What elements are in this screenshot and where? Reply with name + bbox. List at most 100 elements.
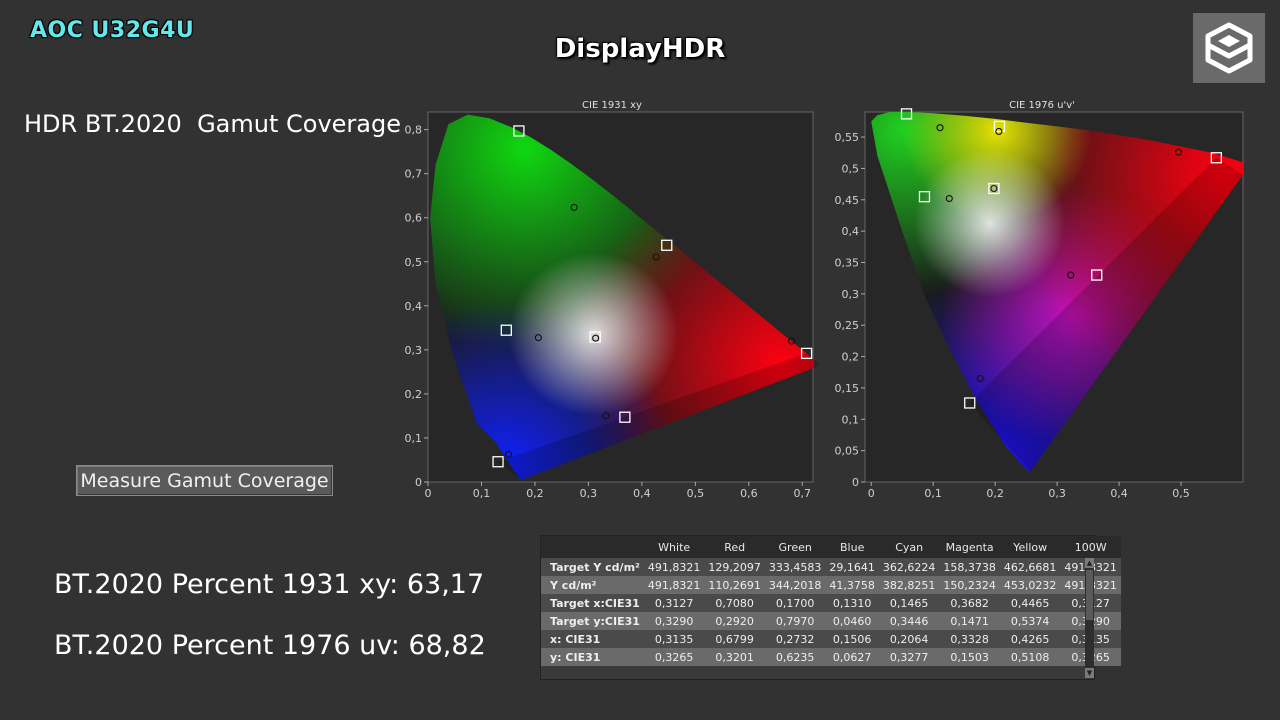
table-cell: 453,0232 — [999, 576, 1061, 594]
target-marker — [619, 411, 631, 423]
table-cell: 0,2732 — [764, 630, 826, 648]
y-tick-label: 0,25 — [835, 319, 860, 332]
y-tick-label: 0 — [415, 476, 422, 489]
measured-point — [592, 334, 600, 342]
measure-gamut-coverage-button[interactable]: Measure Gamut Coverage — [76, 465, 333, 496]
target-marker — [513, 125, 525, 137]
measured-point — [936, 124, 944, 132]
measured-point — [504, 450, 513, 458]
y-tick-label: 0,4 — [405, 300, 423, 313]
column-header: Cyan — [878, 536, 940, 558]
percent-1976-readout: BT.2020 Percent 1976 uv: 68,82 — [54, 630, 486, 661]
target-marker — [964, 397, 976, 409]
table-cell: 0,3265 — [643, 648, 705, 666]
table-cell: 41,3758 — [825, 576, 879, 594]
table-cell: 344,2018 — [764, 576, 826, 594]
measurement-table: White Red Green Blue Cyan Magenta Yellow 100W T… — [540, 535, 1121, 680]
table-row: x: CIE31 0,3135 0,6799 0,2732 0,1506 0,2064 0,… — [541, 630, 1121, 648]
table-cell: 0,6799 — [704, 630, 765, 648]
measured-point — [570, 203, 578, 211]
table-cell: 110,2691 — [704, 576, 765, 594]
chart-title: CIE 1976 u'v' — [1009, 100, 1075, 111]
measured-point — [602, 412, 610, 420]
target-marker — [1210, 152, 1223, 164]
measured-point — [652, 253, 660, 261]
column-header: Yellow — [999, 536, 1061, 558]
y-tick-label: 0,3 — [405, 344, 423, 357]
table-cell: 0,1506 — [825, 630, 879, 648]
table-scrollbar[interactable]: ▲ ▼ — [1085, 558, 1094, 678]
y-tick-label: 0,5 — [842, 162, 860, 175]
table-cell: 0,3201 — [704, 648, 765, 666]
measured-point — [1067, 271, 1075, 279]
y-tick-label: 0,35 — [835, 257, 860, 270]
table-cell: 462,6681 — [999, 558, 1061, 576]
y-tick-label: 0,7 — [405, 168, 423, 181]
table-cell: 158,3738 — [939, 558, 1000, 576]
table-cell: 0,7080 — [704, 594, 765, 612]
table-cell: 0,4265 — [999, 630, 1061, 648]
target-marker — [500, 324, 512, 336]
table-cell: 362,6224 — [878, 558, 940, 576]
column-header: White — [643, 536, 705, 558]
cube-logo-icon — [1193, 13, 1265, 83]
x-tick-label: 0,5 — [687, 487, 705, 500]
target-marker — [589, 331, 601, 343]
row-label: Target y:CIE31 — [541, 612, 644, 630]
chart-title: CIE 1931 xy — [582, 100, 642, 111]
target-marker — [988, 182, 1000, 195]
y-tick-label: 0,45 — [835, 194, 860, 207]
table-cell: 382,8251 — [878, 576, 940, 594]
measured-point — [995, 127, 1003, 135]
table-cell: 0,4465 — [999, 594, 1061, 612]
table-cell: 0,1310 — [825, 594, 879, 612]
scroll-up-arrow-icon[interactable]: ▲ — [1085, 558, 1094, 568]
x-tick-label: 0,1 — [473, 487, 491, 500]
measured-point — [976, 374, 984, 383]
table-cell: 0,3135 — [643, 630, 705, 648]
table-cell: 0,3682 — [939, 594, 1000, 612]
x-tick-label: 0 — [868, 487, 875, 500]
row-label: x: CIE31 — [541, 630, 644, 648]
measured-point — [945, 194, 953, 203]
gamut-shade — [969, 157, 1243, 472]
x-tick-label: 0,5 — [1172, 487, 1190, 500]
target-marker — [661, 239, 673, 251]
percent-1931-readout: BT.2020 Percent 1931 xy: 63,17 — [54, 569, 485, 600]
cie-1931-chart: CIE 1931 xy 0 0,1 0,2 0,3 0,4 0,5 0,6 0,7 0 0,1 0,… — [405, 100, 820, 500]
table-cell: 0,1471 — [939, 612, 1000, 630]
x-tick-label: 0,4 — [1110, 487, 1128, 500]
target-marker — [918, 191, 931, 203]
table-cell: 333,4583 — [764, 558, 826, 576]
y-tick-label: 0,55 — [835, 131, 860, 144]
scroll-thumb[interactable] — [1086, 570, 1093, 620]
table-cell: 150,2324 — [939, 576, 1000, 594]
table-cell: 0,3290 — [643, 612, 705, 630]
column-header: Blue — [825, 536, 879, 558]
y-tick-label: 0,15 — [835, 382, 860, 395]
table-cell: 129,2097 — [704, 558, 765, 576]
target-marker — [492, 456, 504, 468]
table-cell: 0,3446 — [878, 612, 940, 630]
y-tick-label: 0 — [852, 476, 859, 489]
row-label: Target x:CIE31 — [541, 594, 644, 612]
x-tick-label: 0 — [425, 487, 432, 500]
x-tick-label: 0,4 — [633, 487, 651, 500]
cie-1976-chart: CIE 1976 u'v' 0 0,1 0,2 0,3 0,4 0,5 0 0,05 0,1 0,… — [835, 100, 1244, 500]
table-header-row: White Red Green Blue Cyan Magenta Yellow 100W — [541, 536, 1121, 558]
y-tick-label: 0,05 — [835, 445, 860, 458]
x-tick-label: 0,3 — [580, 487, 598, 500]
y-tick-label: 0,2 — [842, 351, 860, 364]
column-header: Magenta — [939, 536, 1000, 558]
table-cell: 0,7970 — [764, 612, 826, 630]
y-tick-label: 0,1 — [405, 432, 423, 445]
y-tick-label: 0,3 — [842, 288, 860, 301]
table-row: Y cd/m² 491,8321 110,2691 344,2018 41,3758 38… — [541, 576, 1121, 594]
y-tick-label: 0,5 — [405, 256, 423, 269]
table-cell: 0,2064 — [878, 630, 940, 648]
measured-point — [534, 334, 542, 342]
table-cell: 0,3328 — [939, 630, 1000, 648]
table-cell: 0,5108 — [999, 648, 1061, 666]
table-row: y: CIE31 0,3265 0,3201 0,6235 0,0627 0,3277 0,… — [541, 648, 1121, 666]
scroll-down-arrow-icon[interactable]: ▼ — [1085, 668, 1094, 678]
